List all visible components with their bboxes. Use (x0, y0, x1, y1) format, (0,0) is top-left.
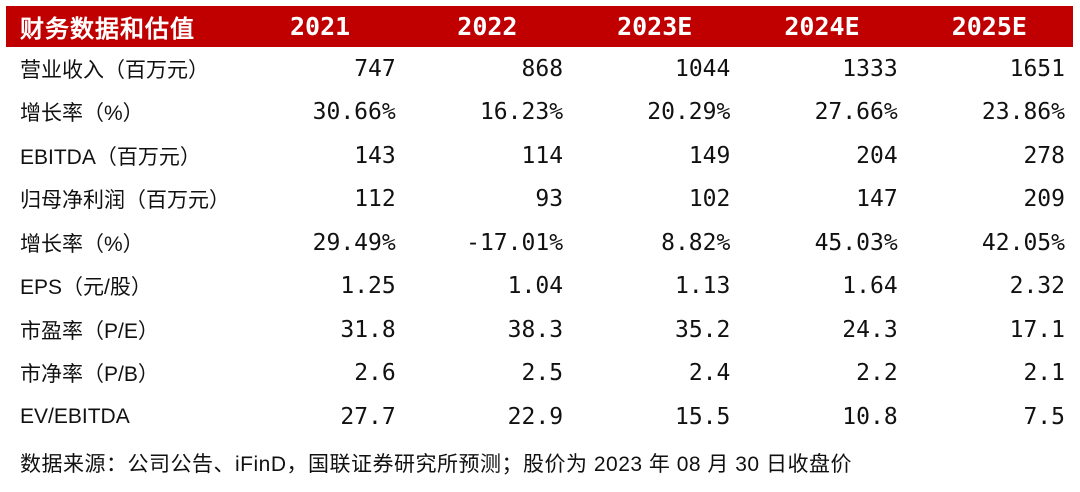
cell-value: 16.23% (479, 99, 564, 126)
cell-value: 2.4 (688, 360, 731, 387)
cell-value: 35.2 (674, 316, 731, 343)
cell-value: 23.86% (981, 99, 1065, 126)
row-label: 市净率（P/B） (20, 363, 159, 387)
cell-value: 2.6 (354, 360, 396, 387)
table-row: EBITDA（百万元） 143 114 149 204 278 (6, 134, 1073, 178)
cell-value: 38.3 (507, 316, 564, 343)
cell-value: 2.2 (856, 360, 898, 387)
financial-table: 财务数据和估值 2021 2022 2023E 2024E 2025E 营业收入… (6, 6, 1073, 439)
table-row: 增长率（%） 29.49% -17.01% 8.82% 45.03% 42.05… (6, 221, 1073, 265)
cell-value: 15.5 (674, 403, 731, 430)
cell-value: 1.25 (340, 273, 396, 300)
table-row: 市净率（P/B） 2.6 2.5 2.4 2.2 2.1 (6, 352, 1073, 396)
table-row: 归母净利润（百万元） 112 93 102 147 209 (6, 178, 1073, 222)
cell-value: 10.8 (842, 403, 898, 430)
row-label: EBITDA（百万元） (20, 145, 201, 169)
cell-value: 1333 (842, 55, 898, 82)
source-note: 数据来源：公司公告、iFinD，国联证券研究所预测；股价为 2023 年 08 … (20, 452, 852, 476)
row-label: 增长率（%） (20, 102, 144, 126)
row-label: 增长率（%） (20, 232, 144, 256)
cell-value: 143 (354, 142, 396, 169)
cell-value: 8.82% (661, 229, 731, 256)
cell-value: 747 (354, 55, 396, 82)
row-label: 市盈率（P/E） (20, 319, 159, 343)
cell-value: 20.29% (647, 99, 731, 126)
cell-value: 149 (688, 142, 731, 169)
cell-value: 30.66% (312, 99, 396, 126)
cell-value: 1651 (1009, 55, 1065, 82)
cell-value: 1.04 (507, 273, 564, 300)
cell-value: 868 (521, 55, 564, 82)
cell-value: 31.8 (340, 316, 396, 343)
table-header-year-2022: 2022 (403, 6, 572, 47)
table-row: 市盈率（P/E） 31.8 38.3 35.2 24.3 17.1 (6, 308, 1073, 352)
cell-value: 204 (856, 142, 898, 169)
cell-value: 42.05% (981, 229, 1065, 256)
cell-value: 2.1 (1023, 360, 1065, 387)
row-label: EPS（元/股） (20, 276, 152, 300)
table-header-title: 财务数据和估值 (6, 6, 237, 47)
cell-value: 2.5 (521, 360, 564, 387)
table-row: EV/EBITDA 27.7 22.9 15.5 10.8 7.5 (6, 395, 1073, 439)
cell-value: 102 (688, 186, 731, 213)
cell-value: 45.03% (814, 229, 898, 256)
table-row: EPS（元/股） 1.25 1.04 1.13 1.64 2.32 (6, 265, 1073, 309)
table-header-year-2023e: 2023E (571, 6, 739, 47)
row-label: 归母净利润（百万元） (20, 189, 230, 213)
table-row: 营业收入（百万元） 747 868 1044 1333 1651 (6, 47, 1073, 91)
cell-value: 112 (354, 186, 396, 213)
cell-value: 27.66% (814, 99, 898, 126)
cell-value: 93 (535, 186, 564, 213)
table-header-row: 财务数据和估值 2021 2022 2023E 2024E 2025E (6, 6, 1073, 47)
row-label: EV/EBITDA (20, 404, 130, 428)
cell-value: 1.13 (674, 273, 731, 300)
cell-value: 209 (1023, 186, 1065, 213)
table-header-year-2025e: 2025E (905, 6, 1073, 47)
cell-value: 278 (1023, 142, 1065, 169)
cell-value: 147 (856, 186, 898, 213)
cell-value: 22.9 (507, 403, 564, 430)
cell-value: 7.5 (1023, 403, 1065, 430)
cell-value: 114 (521, 142, 564, 169)
cell-value: 1.64 (842, 273, 898, 300)
cell-value: 2.32 (1009, 273, 1065, 300)
table-header-year-2024e: 2024E (738, 6, 906, 47)
table-row: 增长率（%） 30.66% 16.23% 20.29% 27.66% 23.86… (6, 91, 1073, 135)
cell-value: 24.3 (842, 316, 898, 343)
table-header-year-2021: 2021 (236, 6, 404, 47)
cell-value: -17.01% (466, 229, 564, 256)
cell-value: 29.49% (312, 229, 396, 256)
row-label: 营业收入（百万元） (20, 58, 209, 82)
cell-value: 17.1 (1009, 316, 1065, 343)
cell-value: 27.7 (340, 403, 396, 430)
cell-value: 1044 (674, 55, 731, 82)
